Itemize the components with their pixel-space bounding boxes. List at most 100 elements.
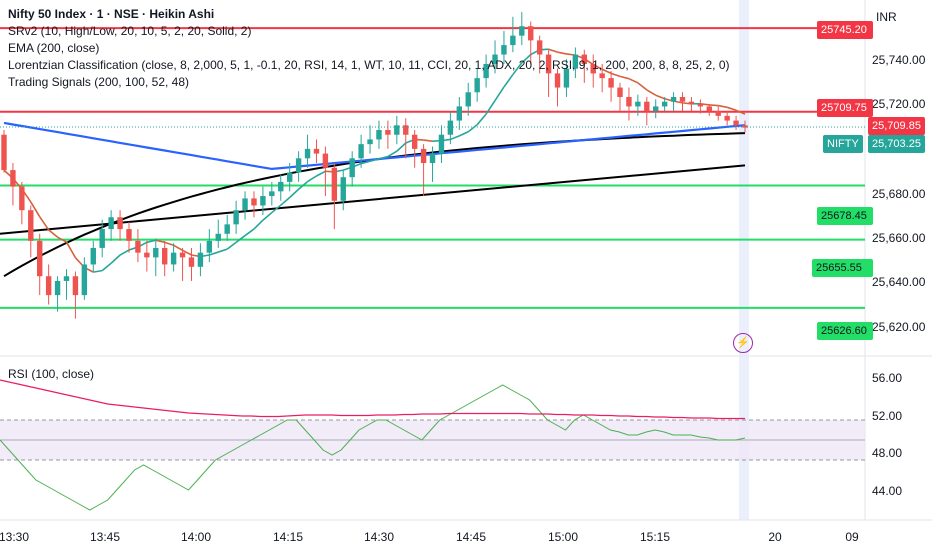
candle-body [635, 101, 641, 107]
candle-body [349, 158, 355, 178]
signal-ma-segment [458, 131, 469, 137]
candle-body [545, 54, 552, 74]
candle-body [153, 247, 159, 258]
candle-body [144, 252, 150, 258]
signal-ma-segment [307, 175, 317, 183]
candle-body [420, 148, 427, 164]
time-tick: 14:45 [455, 530, 487, 544]
price-tick: 25,680.00 [872, 187, 926, 201]
rsi-tick: 56.00 [872, 371, 903, 385]
candle-body [688, 101, 695, 105]
signal-ma-segment [182, 249, 192, 256]
signal-ma-segment [646, 89, 657, 96]
time-tick: 14:15 [272, 530, 304, 544]
candle-body [72, 276, 79, 296]
candle-body [260, 196, 266, 206]
signal-ma-segment [628, 77, 639, 84]
candle-body [242, 198, 248, 211]
signal-ma-segment [298, 180, 309, 190]
signal-ma-segment [244, 228, 255, 237]
candle-body [733, 120, 739, 126]
rsi-line [0, 384, 746, 511]
chart-legend: Nifty 50 Index · 1 · NSE · Heikin Ashi S… [8, 6, 730, 91]
signal-ma-segment [718, 104, 728, 109]
signal-ma-segment [262, 211, 273, 221]
signal-ma-segment [57, 236, 67, 243]
indicator-srv2[interactable]: SRv2 (10, High/Low, 20, 10, 5, 2, 20, So… [8, 24, 252, 38]
candle-body [536, 40, 543, 55]
sr-tag-5: 25626.60 [817, 322, 873, 340]
price-tick: 25,620.00 [872, 320, 926, 334]
candle-body [135, 240, 141, 253]
indicator-lorentzian[interactable]: Lorentzian Classification (close, 8, 2,0… [8, 58, 730, 72]
candle-body [581, 54, 588, 64]
candle-body [510, 35, 516, 46]
price-tick: 25,720.00 [872, 97, 926, 111]
signal-ma-segment [396, 142, 407, 152]
signal-ma-segment [280, 196, 291, 206]
symbol-title[interactable]: Nifty 50 Index · 1 · NSE · Heikin Ashi [8, 7, 215, 21]
time-tick: 14:00 [180, 530, 212, 544]
signal-ma-segment [476, 113, 487, 126]
sr-tag-4: 25655.55 [812, 259, 873, 277]
candle-body [411, 134, 418, 149]
candle-body [269, 191, 275, 197]
candle-body [63, 276, 70, 281]
signal-ma-segment [101, 262, 112, 272]
candle-body [385, 130, 391, 135]
currency-label[interactable]: INR [876, 10, 897, 24]
candle-body [706, 106, 712, 112]
signal-ma-segment [378, 155, 389, 160]
signal-ma-segment [709, 104, 719, 107]
candle-body [206, 240, 213, 253]
candle-body [340, 177, 346, 201]
signal-ma-segment [39, 216, 50, 231]
symbol-tag: NIFTY [823, 135, 863, 153]
candle-body [492, 54, 498, 64]
candle-body [45, 276, 52, 296]
candle-body [653, 106, 659, 112]
candle-body [108, 217, 114, 230]
candle-body [251, 198, 257, 206]
indicator-ema[interactable]: EMA (200, close) [8, 41, 100, 55]
candle-body [563, 68, 570, 88]
signal-ma-segment [164, 241, 174, 247]
time-tick: 14:30 [363, 530, 395, 544]
time-tick: 20 [768, 530, 782, 544]
candle-body [465, 92, 471, 107]
sr-tag-3: 25678.45 [817, 207, 873, 225]
session-highlight [739, 0, 749, 520]
candle-body [456, 106, 463, 121]
candle-body [54, 280, 61, 296]
sr-tag-2: 25709.75 [817, 99, 873, 117]
signal-ma-segment [369, 158, 380, 163]
signal-ma-segment [494, 86, 505, 101]
time-tick: 09 [845, 530, 859, 544]
candle-body [99, 229, 105, 248]
signal-ma-segment [423, 139, 433, 143]
candle-body [528, 26, 534, 41]
signal-ma-segment [735, 109, 746, 115]
candle-body [295, 158, 302, 173]
price-tick: 25,740.00 [872, 53, 926, 67]
candle-body [644, 101, 650, 112]
candle-body [313, 148, 320, 154]
trend-curve [3, 132, 746, 278]
indicator-trading-signals[interactable]: Trading Signals (200, 100, 52, 48) [8, 75, 190, 89]
candle-body [278, 181, 284, 192]
candle-body [670, 96, 677, 102]
signal-ma-segment [619, 75, 630, 80]
candle-body [438, 134, 445, 154]
rsi-legend[interactable]: RSI (100, close) [8, 367, 95, 381]
signal-ma-segment [521, 53, 532, 64]
candle-body [37, 240, 43, 277]
signal-ma-segment [65, 241, 77, 259]
lightning-icon[interactable]: ⚡ [733, 333, 753, 353]
candle-body [19, 186, 25, 211]
candle-body [724, 115, 730, 121]
lorentzian-line [3, 121, 746, 171]
candle-body [697, 104, 704, 107]
candle-body [188, 257, 195, 267]
candle-body [519, 26, 525, 36]
